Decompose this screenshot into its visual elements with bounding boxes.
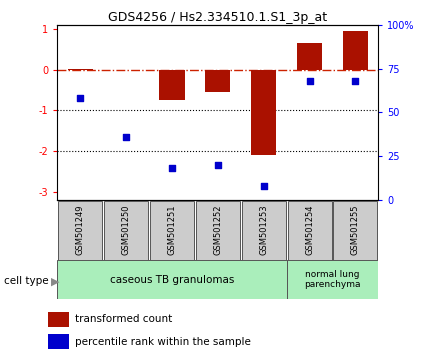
FancyBboxPatch shape xyxy=(58,201,102,259)
Text: GSM501249: GSM501249 xyxy=(76,205,84,255)
Text: GSM501253: GSM501253 xyxy=(259,205,268,256)
FancyBboxPatch shape xyxy=(288,201,332,259)
Text: ▶: ▶ xyxy=(51,276,59,286)
Bar xyxy=(205,70,231,92)
FancyBboxPatch shape xyxy=(57,260,286,299)
Bar xyxy=(48,312,69,327)
Text: cell type: cell type xyxy=(4,276,49,286)
Point xyxy=(122,134,129,140)
Bar xyxy=(67,69,93,70)
Point xyxy=(214,162,221,168)
Bar xyxy=(251,70,276,155)
Text: normal lung
parenchyma: normal lung parenchyma xyxy=(304,270,361,289)
Point xyxy=(260,183,267,189)
Bar xyxy=(343,31,368,70)
Bar xyxy=(297,43,322,70)
Bar xyxy=(48,334,69,349)
FancyBboxPatch shape xyxy=(334,201,378,259)
FancyBboxPatch shape xyxy=(242,201,286,259)
Point xyxy=(306,78,313,84)
Text: caseous TB granulomas: caseous TB granulomas xyxy=(110,275,234,285)
FancyBboxPatch shape xyxy=(150,201,194,259)
FancyBboxPatch shape xyxy=(196,201,240,259)
Text: GSM501255: GSM501255 xyxy=(351,205,360,255)
FancyBboxPatch shape xyxy=(286,260,378,299)
Text: GSM501254: GSM501254 xyxy=(305,205,314,255)
Text: GSM501252: GSM501252 xyxy=(213,205,222,255)
Title: GDS4256 / Hs2.334510.1.S1_3p_at: GDS4256 / Hs2.334510.1.S1_3p_at xyxy=(108,11,327,24)
Text: percentile rank within the sample: percentile rank within the sample xyxy=(75,337,251,347)
Text: transformed count: transformed count xyxy=(75,314,172,324)
Point xyxy=(77,96,84,101)
Bar xyxy=(159,70,184,100)
Point xyxy=(352,78,359,84)
Text: GSM501251: GSM501251 xyxy=(167,205,176,255)
Point xyxy=(169,166,176,171)
Text: GSM501250: GSM501250 xyxy=(121,205,131,255)
FancyBboxPatch shape xyxy=(104,201,148,259)
